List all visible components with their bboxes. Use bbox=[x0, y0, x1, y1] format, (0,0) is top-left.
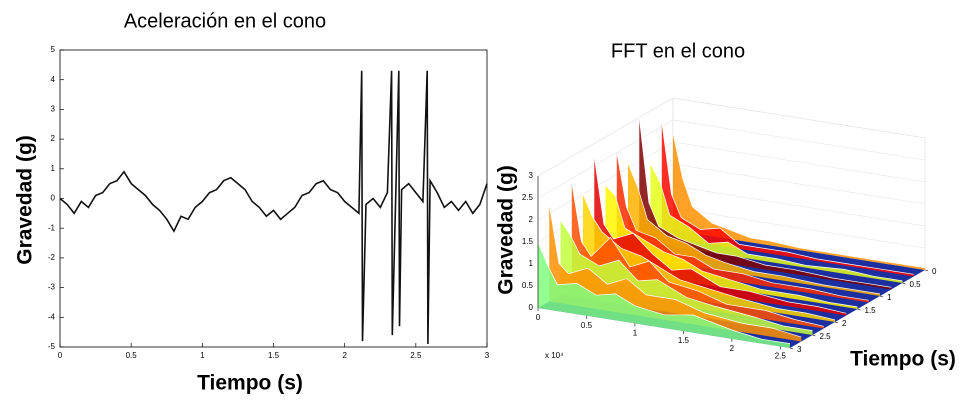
time-tick bbox=[879, 295, 884, 298]
z-tick-label: 1.5 bbox=[522, 237, 534, 246]
x-tick-label: 1 bbox=[200, 351, 205, 360]
x-tick-label: 2.5 bbox=[410, 351, 422, 360]
x-tick-label: 0 bbox=[58, 351, 63, 360]
x-tick-label: 1 bbox=[633, 328, 638, 337]
y-tick-label: 2 bbox=[51, 134, 56, 143]
y-tick-label: 3 bbox=[51, 105, 56, 114]
chart-title: Aceleración en el cono bbox=[124, 10, 326, 32]
y-tick-label: -2 bbox=[48, 253, 56, 262]
slice-line bbox=[650, 163, 903, 282]
slice-line bbox=[560, 220, 813, 331]
slice-fill bbox=[673, 133, 925, 270]
z-tick-label: 0 bbox=[529, 303, 534, 312]
slice-fill bbox=[661, 122, 914, 277]
slice-line bbox=[661, 122, 914, 275]
slice-fill bbox=[650, 163, 903, 283]
time-tick-label: 1 bbox=[887, 293, 892, 302]
x-tick-label: 2 bbox=[730, 344, 735, 353]
time-tick-label: 2.5 bbox=[820, 332, 832, 341]
x-tick-label: 1.5 bbox=[268, 351, 280, 360]
time-tick bbox=[812, 334, 816, 337]
y-tick-label: 1 bbox=[51, 164, 56, 173]
y-tick-label: -5 bbox=[48, 342, 56, 351]
slice-line bbox=[627, 163, 881, 295]
y-tick-label: 0 bbox=[51, 194, 56, 203]
time-tick-label: 0 bbox=[932, 267, 937, 276]
z-tick-label: 2 bbox=[529, 215, 534, 224]
slice-line bbox=[537, 241, 791, 344]
slice-line bbox=[616, 152, 869, 301]
x-tick-label: 0.5 bbox=[581, 321, 593, 330]
time-tick bbox=[924, 269, 929, 272]
x-scale-label: x 10⁴ bbox=[545, 351, 564, 360]
x-tick-label: 2.5 bbox=[775, 352, 787, 361]
time-axis-label: Tiempo (s) bbox=[850, 348, 956, 371]
slice-line bbox=[548, 204, 802, 338]
y-axis-label: Gravedad (g) bbox=[14, 135, 37, 265]
time-tick bbox=[857, 308, 861, 311]
x-axis-label: Tiempo (s) bbox=[197, 372, 303, 395]
slice-fill bbox=[538, 242, 790, 348]
grid-line bbox=[537, 97, 926, 177]
x-tick-label: 3 bbox=[485, 351, 490, 360]
y-tick-label: 5 bbox=[51, 45, 56, 54]
slice-line bbox=[605, 185, 858, 308]
slice-line bbox=[638, 117, 892, 288]
y-tick-label: 4 bbox=[51, 75, 56, 84]
slice-line bbox=[582, 193, 836, 321]
time-tick bbox=[902, 282, 906, 285]
x-tick-label: 0 bbox=[536, 313, 541, 322]
time-tick bbox=[834, 321, 839, 324]
slice-line bbox=[672, 133, 926, 269]
x-tick-label: 0.5 bbox=[126, 351, 138, 360]
time-tick-label: 0.5 bbox=[910, 280, 922, 289]
x-tick-label: 1.5 bbox=[678, 336, 690, 345]
y-tick-label: -1 bbox=[48, 223, 56, 232]
z-tick-label: 3 bbox=[529, 171, 534, 180]
time-tick bbox=[789, 347, 794, 350]
signal-line bbox=[59, 70, 488, 345]
slice-line bbox=[571, 182, 824, 327]
time-tick-label: 3 bbox=[797, 345, 802, 354]
chart-title: FFT en el cono bbox=[611, 40, 745, 62]
time-tick-label: 1.5 bbox=[865, 306, 877, 315]
y-tick-label: -4 bbox=[48, 312, 56, 321]
x-tick-label: 2 bbox=[342, 351, 347, 360]
z-tick-label: 2.5 bbox=[522, 193, 534, 202]
z-tick-label: 1 bbox=[529, 259, 534, 268]
grid-line bbox=[537, 119, 926, 199]
time-tick-label: 2 bbox=[842, 319, 847, 328]
z-axis-label: Gravedad (g) bbox=[495, 165, 518, 295]
z-tick-label: 0.5 bbox=[522, 281, 534, 290]
y-tick-label: -3 bbox=[48, 283, 56, 292]
slice-line bbox=[593, 156, 847, 314]
